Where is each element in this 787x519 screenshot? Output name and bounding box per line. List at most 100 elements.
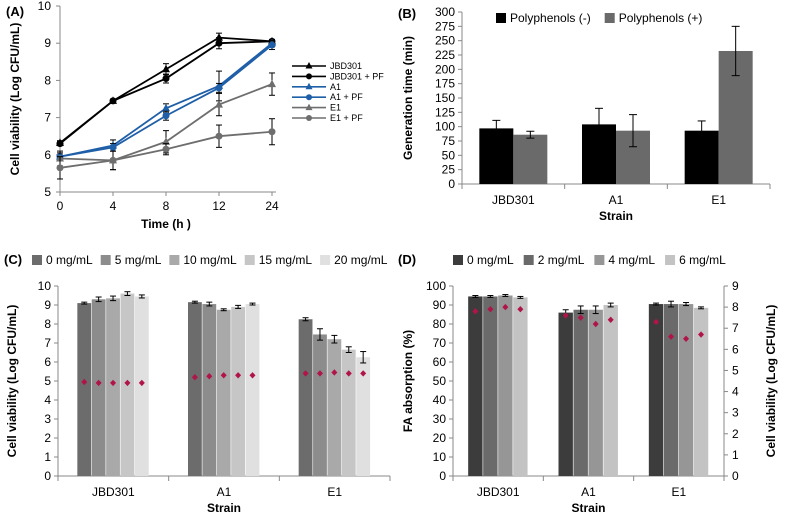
c-y-tick-label: 9 (44, 298, 51, 312)
c-legend-label: 0 mg/mL (46, 253, 93, 267)
c-legend-label: 15 mg/mL (259, 253, 313, 267)
c-legend-swatch (244, 255, 255, 265)
c-viability-marker (81, 378, 88, 386)
c-bar (106, 298, 120, 476)
d-y2-tick-label: 9 (732, 279, 739, 293)
a-point (56, 140, 64, 148)
b-y-tick-label: 75 (442, 134, 456, 148)
d-viability-marker (577, 314, 584, 321)
c-y-tick-label: 4 (44, 393, 51, 407)
d-bar (513, 297, 528, 476)
b-y-tick-label: 250 (435, 34, 455, 48)
d-legend-swatch (453, 255, 463, 265)
d-viability-marker (472, 308, 479, 315)
panel-label-d: (D) (398, 252, 416, 267)
c-viability-marker (138, 379, 145, 387)
d-legend-label: 0 mg/mL (467, 253, 514, 267)
d-viability-marker (562, 312, 569, 319)
c-viability-marker (235, 372, 242, 379)
a-legend-marker (305, 62, 313, 69)
d-bar (483, 296, 498, 476)
b-error-bar (697, 120, 706, 141)
a-point (215, 84, 223, 92)
b-x-tick-label: E1 (711, 193, 726, 207)
d-legend-label: 6 mg/mL (679, 253, 726, 267)
d-viability-marker (653, 318, 660, 326)
c-error-bar (110, 295, 117, 302)
d-y-tick-label: 10 (433, 450, 447, 464)
c-bar (202, 304, 217, 476)
c-viability-marker (345, 370, 352, 377)
d-viability-marker (502, 303, 509, 311)
a-point (215, 39, 223, 47)
b-y-tick-label: 275 (435, 19, 455, 33)
d-x-tick-label: A1 (581, 485, 596, 499)
b-y-axis-title: Generation time (min) (401, 36, 415, 160)
c-y-tick-label: 6 (44, 355, 51, 369)
c-x-tick-label: E1 (327, 485, 342, 499)
c-error-bar (124, 291, 131, 296)
c-bar (327, 339, 342, 476)
b-y-tick-label: 200 (435, 62, 455, 76)
c-y-tick-label: 7 (44, 336, 51, 350)
a-y-tick-label: 5 (44, 185, 51, 199)
c-x-tick-label: JBD301 (92, 485, 135, 499)
c-error-bar (331, 334, 338, 344)
c-bar (313, 334, 327, 476)
a-x-axis-title: Time (h ) (141, 217, 191, 231)
d-y2-tick-label: 3 (732, 406, 739, 420)
d-y-tick-label: 0 (439, 469, 446, 483)
d-bar (588, 309, 603, 476)
b-error-bar (526, 130, 535, 139)
c-viability-marker (316, 370, 323, 377)
d-error-bar (487, 295, 494, 298)
c-viability-marker (302, 370, 309, 377)
d-y2-tick-label: 0 (732, 469, 739, 483)
c-viability-marker (95, 379, 102, 387)
c-y-tick-label: 3 (44, 412, 51, 426)
d-bar (603, 305, 618, 476)
d-error-bar (698, 306, 705, 310)
d-error-bar (592, 305, 599, 315)
d-bar (468, 296, 483, 476)
c-error-bar (235, 304, 242, 309)
panel-label-a: (A) (6, 4, 24, 19)
c-legend-swatch (320, 255, 331, 265)
d-error-bar (517, 295, 524, 299)
d-y2-tick-label: 2 (732, 427, 739, 441)
c-viability-marker (191, 374, 198, 381)
d-viability-marker (668, 333, 675, 340)
b-y-tick-label: 300 (435, 5, 455, 19)
b-y-tick-label: 125 (435, 105, 455, 119)
c-error-bar (206, 301, 213, 307)
a-x-tick-label: 4 (110, 199, 117, 213)
d-viability-marker (683, 335, 690, 342)
d-legend-swatch (594, 255, 605, 265)
c-bar (356, 357, 371, 476)
b-x-tick-label: A1 (609, 193, 624, 207)
c-legend-swatch (100, 255, 111, 265)
b-legend-label: Polyphenols (+) (619, 11, 703, 25)
a-point (162, 64, 170, 73)
d-bar (648, 304, 664, 476)
a-legend-marker (305, 82, 313, 90)
d-x-tick-label: E1 (671, 485, 686, 499)
d-viability-marker (517, 306, 524, 313)
c-y-tick-label: 2 (44, 431, 51, 445)
c-y-axis-title: Cell viability (Log CFU/mL) (5, 305, 19, 458)
d-error-bar (683, 302, 690, 307)
d-y-axis-title: FA absorption (%) (401, 330, 415, 432)
d-legend-swatch (523, 255, 534, 265)
a-legend-label: A1 (330, 82, 341, 92)
d-error-bar (577, 305, 584, 315)
c-legend-label: 5 mg/mL (115, 253, 162, 267)
c-y-tick-label: 5 (44, 374, 51, 388)
c-legend-label: 10 mg/mL (183, 253, 237, 267)
d-bar (663, 304, 679, 476)
a-point (162, 137, 170, 145)
c-bar (341, 349, 356, 476)
a-legend-label: E1 (330, 103, 341, 113)
c-bar (298, 319, 313, 476)
b-legend-swatch (496, 13, 506, 23)
